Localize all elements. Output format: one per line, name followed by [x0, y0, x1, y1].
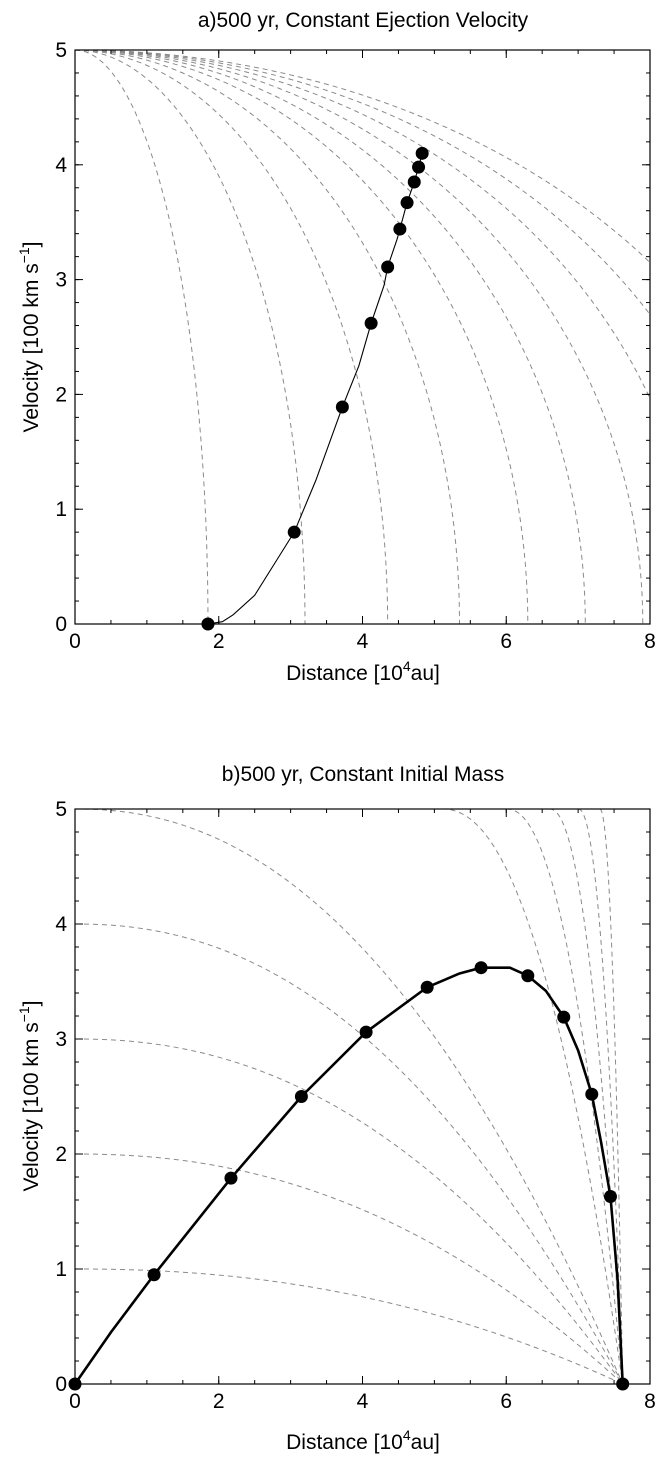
panel-b-data-point: [557, 1010, 571, 1024]
panel-b-ylabel-sup: −1: [16, 1006, 32, 1022]
panel-a: a)500 yr, Constant Ejection Velocity 0 2 4…: [16, 9, 656, 685]
panel-a-data-point: [364, 316, 378, 330]
panel-b-x-tick-label: 6: [500, 1390, 512, 1413]
panel-a-dashed-curve: [75, 50, 529, 624]
panel-a-data-point: [335, 400, 349, 414]
panel-b-data-point: [585, 1087, 599, 1101]
panel-b-data-point: [294, 1090, 308, 1103]
panel-a-dashed-curves: [75, 50, 650, 624]
panel-a-data-point: [415, 146, 429, 160]
panel-a-data-point: [381, 260, 395, 274]
panel-a-y-tick-label: 4: [55, 154, 67, 177]
panel-b-ticks: 0 2 4 6 8 0 1 2 3 4 5: [55, 798, 656, 1413]
panel-a-x-axis-label: Distance [104au]: [286, 658, 440, 685]
panel-b-xlabel-end: au]: [411, 1431, 440, 1454]
panel-b-data-point: [224, 1171, 238, 1185]
panel-b-data-point: [147, 1268, 161, 1282]
panel-b-data-point: [474, 961, 488, 975]
panel-b-y-tick-label: 5: [55, 798, 67, 821]
panel-a-data-point: [412, 160, 426, 174]
panel-b-title: b)500 yr, Constant Initial Mass: [222, 763, 504, 786]
panel-a-y-axis-label: Velocity [100 km s−1]: [16, 241, 43, 432]
panel-b-dashed-curve: [75, 1153, 624, 1384]
panel-a-y-tick-label: 5: [55, 39, 67, 62]
panel-a-ylabel-main: Velocity [100 km s: [20, 263, 43, 432]
panel-b-xlabel-main: Distance [10: [286, 1431, 403, 1454]
panel-a-ticks: 0 2 4 6 8 0 1 2 3 4 5: [55, 39, 656, 653]
panel-b-y-tick-label: 3: [55, 1028, 67, 1051]
panel-b-data-point: [603, 1190, 617, 1204]
panel-b-dashed-curves: [75, 809, 624, 1384]
panel-a-y-tick-label: 3: [55, 269, 67, 292]
panel-b-ylabel-end: ]: [20, 1000, 43, 1006]
panel-b-dashed-curve: [75, 809, 624, 1384]
panel-b-series-line: [73, 966, 624, 1385]
panel-a-y-tick-label: 1: [55, 498, 67, 521]
panel-b-y-tick-label: 1: [55, 1258, 67, 1281]
panel-a-y-tick-label: 0: [55, 613, 67, 636]
panel-a-series: [201, 146, 429, 631]
panel-a-x-tick-label: 6: [500, 630, 512, 653]
panel-a-xlabel-main: Distance [10: [286, 662, 403, 685]
panel-a-data-point: [400, 196, 414, 210]
panel-a-dashed-curve: [75, 50, 650, 400]
panel-b-dashed-curve: [506, 809, 624, 1384]
panel-b-x-tick-label: 2: [213, 1390, 225, 1413]
panel-a-ylabel-end: ]: [20, 241, 43, 247]
panel-a-x-tick-label: 2: [213, 630, 225, 653]
panel-b-dashed-curve: [75, 923, 624, 1384]
panel-b-data-point: [420, 980, 434, 994]
panel-b-x-tick-label: 0: [69, 1390, 81, 1413]
panel-a-ylabel-sup: −1: [16, 247, 32, 263]
panel-b-x-tick-label: 4: [357, 1390, 369, 1413]
panel-a-data-point: [393, 222, 407, 236]
panel-a-frame: [74, 49, 651, 625]
panel-b-x-tick-label: 8: [644, 1390, 656, 1413]
panel-a-title: a)500 yr, Constant Ejection Velocity: [198, 9, 529, 32]
panel-b-data-point: [359, 1025, 373, 1039]
panel-b-dashed-curve: [441, 809, 624, 1384]
panel-b-dashed-curve: [599, 809, 624, 1384]
panel-a-dashed-curve: [75, 50, 586, 624]
panel-a-xlabel-end: au]: [411, 662, 440, 685]
panel-b-frame: [74, 808, 651, 1385]
panel-b-dashed-curve: [75, 1268, 623, 1384]
panel-b-x-axis-label: Distance [104au]: [286, 1427, 440, 1454]
panel-b-y-tick-label: 4: [55, 913, 67, 936]
panel-a-dashed-curve: [75, 50, 389, 624]
panel-a-data-point: [287, 525, 301, 539]
panel-a-dashed-curve: [75, 50, 650, 316]
panel-a-dashed-curve: [75, 50, 644, 624]
panel-b-ylabel-main: Velocity [100 km s: [20, 1022, 43, 1191]
panel-a-x-tick-label: 4: [357, 630, 369, 653]
panel-a-dashed-curve: [75, 50, 209, 624]
panel-a-y-tick-label: 2: [55, 383, 67, 406]
panel-a-dashed-curve: [75, 50, 461, 624]
panel-b-xlabel-sup: 4: [403, 1427, 411, 1443]
panel-a-x-tick-label: 0: [69, 630, 81, 653]
panel-b-y-tick-label: 2: [55, 1143, 67, 1166]
panel-b-y-axis-label: Velocity [100 km s−1]: [16, 1000, 43, 1191]
panel-b-y-tick-label: 0: [55, 1373, 67, 1396]
panel-b-series: [68, 961, 630, 1391]
panel-b-data-point: [521, 969, 535, 983]
panel-a-x-tick-label: 8: [644, 630, 656, 653]
panel-b-dashed-curve: [75, 1038, 624, 1384]
panel-a-data-point: [407, 175, 421, 189]
panel-a-dashed-curve: [75, 50, 650, 264]
panel-a-xlabel-sup: 4: [403, 658, 411, 674]
panel-b: b)500 yr, Constant Initial Mass 0 2 4 6 8 0 1 2…: [16, 763, 656, 1454]
panel-a-dashed-curve: [75, 50, 306, 624]
